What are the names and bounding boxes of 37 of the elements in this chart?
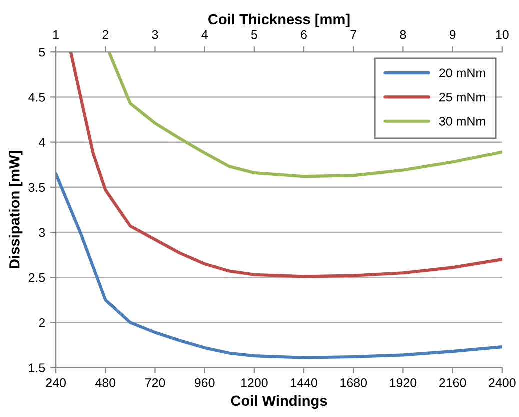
y-tick-label: 4.5 [28, 93, 46, 102]
line-series [56, 172, 502, 360]
x-tick-label: 1680 [340, 378, 368, 388]
y-tick-label: 3.5 [28, 183, 46, 192]
x-axis-title: Coil Windings [231, 395, 328, 410]
y-tick-label: 1.5 [29, 364, 46, 372]
x-tick-label: 720 [145, 378, 166, 388]
x-tick-label: 1200 [241, 378, 268, 388]
x2-tick-label: 5 [251, 30, 258, 40]
y-tick-label: 2 [39, 318, 46, 328]
x2-tick-label: 1 [54, 30, 59, 40]
line-series [108, 52, 502, 178]
x-tick-label: 480 [96, 378, 116, 388]
x2-tick-label: 6 [301, 30, 307, 40]
legend-label: 25 mNm [440, 92, 486, 102]
x-tick-label: 240 [46, 378, 66, 388]
legend-label: 20 mNm [440, 68, 486, 78]
x2-tick-label: 7 [350, 30, 356, 40]
x2-tick-label: 3 [152, 30, 158, 40]
line-series [69, 52, 502, 278]
x2-axis-title: Coil Thickness [mm] [208, 14, 350, 28]
x-tick-label: 2160 [440, 378, 466, 388]
x2-tick-label: 8 [400, 30, 406, 40]
x2-tick-label: 10 [496, 30, 509, 40]
x-tick-label: 1440 [291, 378, 318, 388]
x-tick-label: 960 [194, 378, 215, 388]
y-tick-label: 2.5 [28, 273, 46, 282]
x2-tick-label: 4 [202, 30, 208, 40]
x2-tick-label: 9 [450, 30, 456, 40]
y-tick-label: 3 [39, 228, 46, 238]
legend-label: 30 mNm [439, 117, 486, 126]
x2-tick-label: 2 [102, 30, 108, 40]
x-tick-label: 2400 [489, 378, 516, 388]
x-tick-label: 1920 [390, 378, 417, 388]
y-tick-label: 5 [39, 48, 46, 57]
y-tick-label: 4 [38, 138, 46, 147]
y-axis-title: Dissipation [mW] [9, 151, 23, 269]
